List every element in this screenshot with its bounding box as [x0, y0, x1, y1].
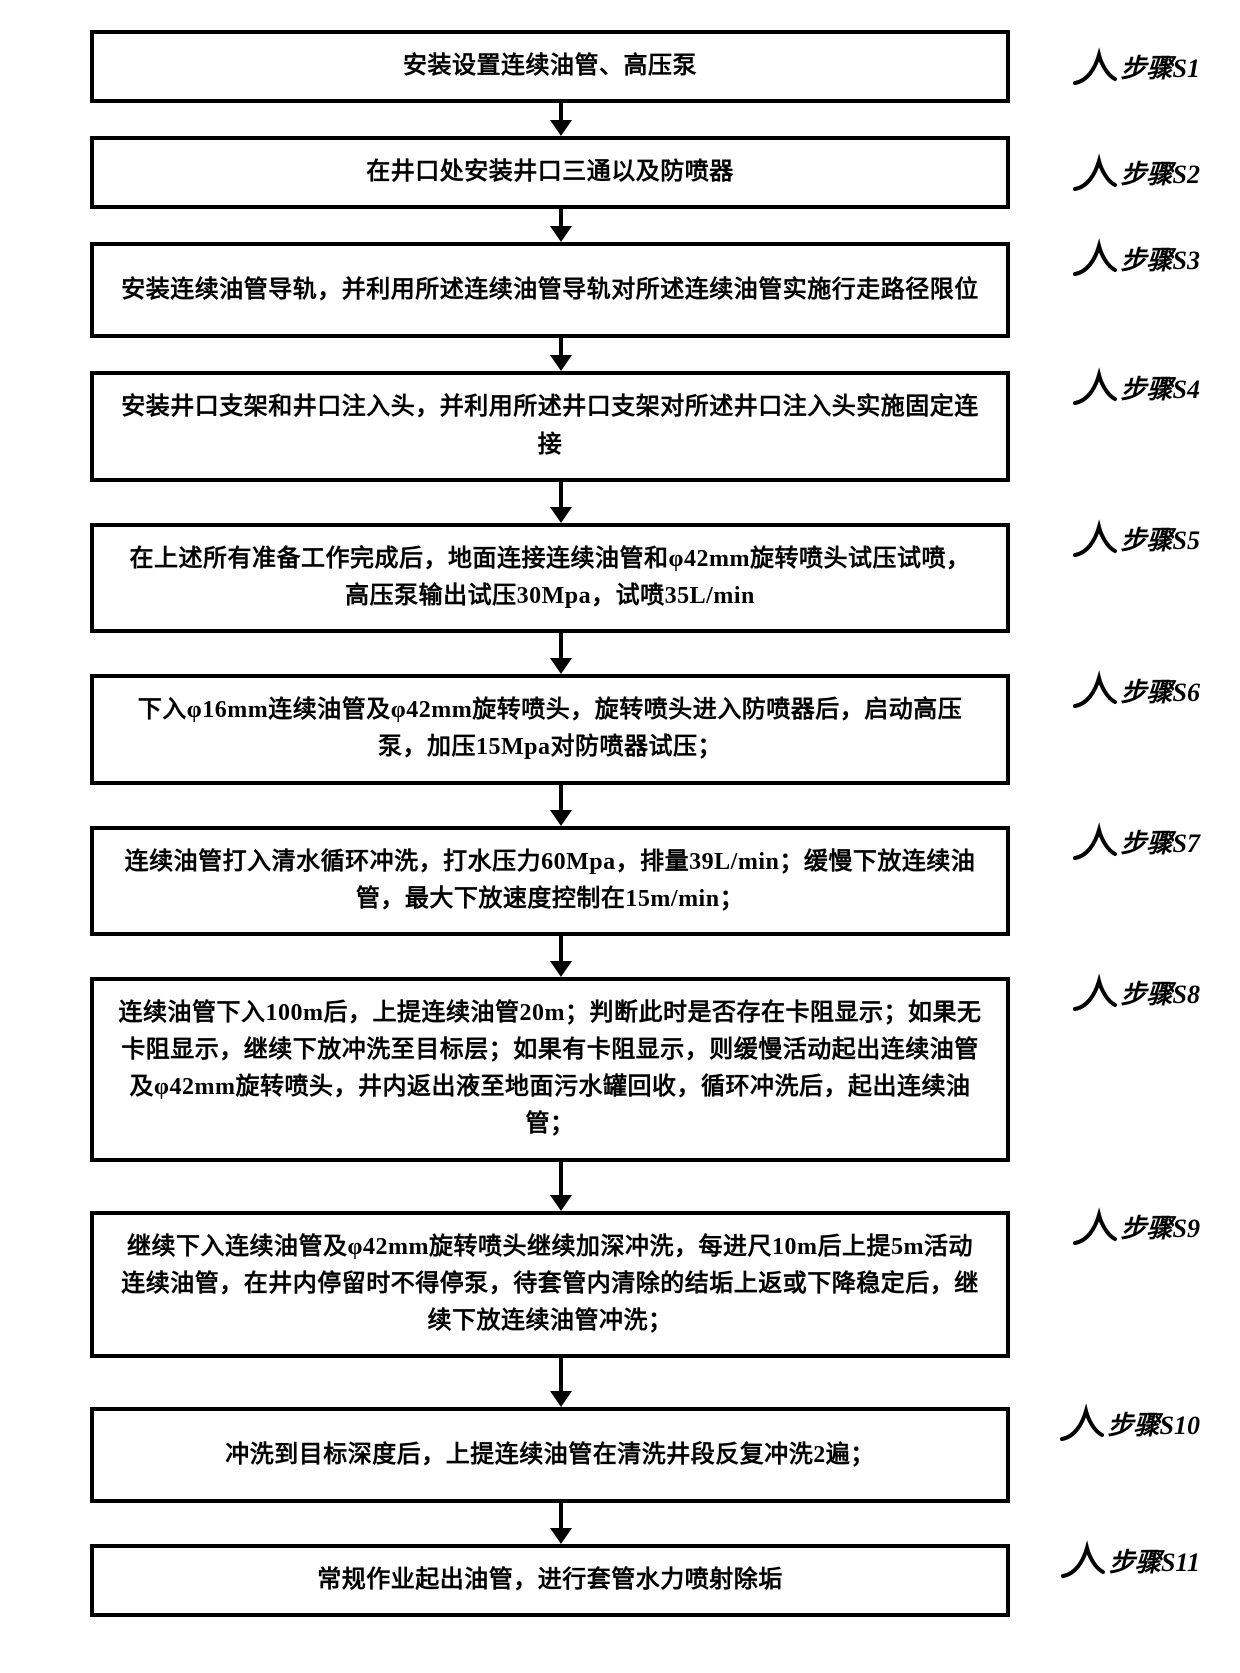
step-label-S9: 步骤S9 — [1121, 1208, 1200, 1245]
step-row-S2: 在井口处安装井口三通以及防喷器 步骤S2 — [20, 136, 1220, 209]
step-label-wrap-S10: 步骤S10 — [1060, 1403, 1200, 1443]
callout-curve-icon — [1073, 367, 1117, 407]
arrow-shaft — [559, 209, 563, 227]
step-label-S2: 步骤S2 — [1121, 154, 1200, 191]
step-box-S3: 安装连续油管导轨，并利用所述连续油管导轨对所述连续油管实施行走路径限位 — [90, 242, 1010, 338]
step-label-wrap-S9: 步骤S9 — [1073, 1207, 1200, 1247]
callout-curve-icon — [1073, 822, 1117, 862]
arrow-shaft — [559, 338, 563, 356]
step-label-S3: 步骤S3 — [1121, 240, 1200, 277]
arrow-S2-to-S3 — [550, 209, 572, 242]
arrow-S6-to-S7 — [550, 785, 572, 826]
arrow-shaft — [559, 103, 563, 121]
step-row-S9: 继续下入连续油管及φ42mm旋转喷头继续加深冲洗，每进尺10m后上提5m活动连续… — [20, 1211, 1220, 1359]
arrow-shaft — [559, 633, 563, 659]
callout-curve-icon — [1073, 973, 1117, 1013]
arrow-shaft — [559, 936, 563, 962]
step-label-wrap-S2: 步骤S2 — [1073, 153, 1200, 193]
step-label-S4: 步骤S4 — [1121, 369, 1200, 406]
arrow-S8-to-S9 — [550, 1162, 572, 1211]
step-row-S4: 安装井口支架和井口注入头，并利用所述井口支架对所述井口注入头实施固定连接 步骤S4 — [20, 371, 1220, 481]
step-box-S6: 下入φ16mm连续油管及φ42mm旋转喷头，旋转喷头进入防喷器后，启动高压泵，加… — [90, 674, 1010, 784]
step-label-S6: 步骤S6 — [1121, 672, 1200, 709]
step-box-S9: 继续下入连续油管及φ42mm旋转喷头继续加深冲洗，每进尺10m后上提5m活动连续… — [90, 1211, 1010, 1359]
arrow-shaft — [559, 785, 563, 811]
step-box-S10: 冲洗到目标深度后，上提连续油管在清洗井段反复冲洗2遍； — [90, 1407, 1010, 1503]
callout-curve-icon — [1073, 1207, 1117, 1247]
step-label-wrap-S8: 步骤S8 — [1073, 973, 1200, 1013]
arrow-S4-to-S5 — [550, 482, 572, 523]
step-box-S2: 在井口处安装井口三通以及防喷器 — [90, 136, 1010, 209]
step-row-S11: 常规作业起出油管，进行套管水力喷射除垢 步骤S11 — [20, 1544, 1220, 1617]
arrow-head-icon — [550, 658, 572, 674]
callout-curve-icon — [1073, 519, 1117, 559]
step-label-wrap-S5: 步骤S5 — [1073, 519, 1200, 559]
callout-curve-icon — [1073, 47, 1117, 87]
step-label-wrap-S11: 步骤S11 — [1061, 1540, 1200, 1580]
callout-curve-icon — [1061, 1540, 1105, 1580]
flowchart-container: 安装设置连续油管、高压泵 步骤S1 在井口处安装井口三通以及防喷器 步骤S2 安装连续油… — [20, 30, 1220, 1617]
arrow-head-icon — [550, 810, 572, 826]
arrow-head-icon — [550, 226, 572, 242]
step-label-S5: 步骤S5 — [1121, 520, 1200, 557]
step-label-S8: 步骤S8 — [1121, 974, 1200, 1011]
callout-curve-icon — [1073, 238, 1117, 278]
step-row-S1: 安装设置连续油管、高压泵 步骤S1 — [20, 30, 1220, 103]
step-box-S4: 安装井口支架和井口注入头，并利用所述井口支架对所述井口注入头实施固定连接 — [90, 371, 1010, 481]
step-label-S7: 步骤S7 — [1121, 823, 1200, 860]
arrow-head-icon — [550, 1391, 572, 1407]
arrow-S3-to-S4 — [550, 338, 572, 371]
callout-curve-icon — [1060, 1403, 1104, 1443]
step-row-S7: 连续油管打入清水循环冲洗，打水压力60Mpa，排量39L/min；缓慢下放连续油… — [20, 826, 1220, 936]
callout-curve-icon — [1073, 153, 1117, 193]
arrow-head-icon — [550, 1528, 572, 1544]
step-label-S11: 步骤S11 — [1109, 1542, 1200, 1579]
step-box-S8: 连续油管下入100m后，上提连续油管20m；判断此时是否存在卡阻显示；如果无卡阻… — [90, 977, 1010, 1162]
arrow-shaft — [559, 1503, 563, 1529]
step-row-S8: 连续油管下入100m后，上提连续油管20m；判断此时是否存在卡阻显示；如果无卡阻… — [20, 977, 1220, 1162]
step-label-wrap-S3: 步骤S3 — [1073, 238, 1200, 278]
step-row-S6: 下入φ16mm连续油管及φ42mm旋转喷头，旋转喷头进入防喷器后，启动高压泵，加… — [20, 674, 1220, 784]
arrow-S7-to-S8 — [550, 936, 572, 977]
arrow-shaft — [559, 482, 563, 508]
arrow-head-icon — [550, 120, 572, 136]
step-label-S1: 步骤S1 — [1121, 48, 1200, 85]
step-label-wrap-S6: 步骤S6 — [1073, 670, 1200, 710]
arrow-S1-to-S2 — [550, 103, 572, 136]
step-label-wrap-S1: 步骤S1 — [1073, 47, 1200, 87]
arrow-shaft — [559, 1162, 563, 1196]
step-box-S11: 常规作业起出油管，进行套管水力喷射除垢 — [90, 1544, 1010, 1617]
arrow-head-icon — [550, 507, 572, 523]
arrow-S5-to-S6 — [550, 633, 572, 674]
arrow-head-icon — [550, 355, 572, 371]
callout-curve-icon — [1073, 670, 1117, 710]
step-row-S5: 在上述所有准备工作完成后，地面连接连续油管和φ42mm旋转喷头试压试喷，高压泵输… — [20, 523, 1220, 633]
step-label-wrap-S4: 步骤S4 — [1073, 367, 1200, 407]
step-row-S10: 冲洗到目标深度后，上提连续油管在清洗井段反复冲洗2遍； 步骤S10 — [20, 1407, 1220, 1503]
arrow-shaft — [559, 1358, 563, 1392]
arrow-S10-to-S11 — [550, 1503, 572, 1544]
step-row-S3: 安装连续油管导轨，并利用所述连续油管导轨对所述连续油管实施行走路径限位 步骤S3 — [20, 242, 1220, 338]
step-label-wrap-S7: 步骤S7 — [1073, 822, 1200, 862]
step-label-S10: 步骤S10 — [1108, 1405, 1200, 1442]
arrow-head-icon — [550, 1195, 572, 1211]
step-box-S5: 在上述所有准备工作完成后，地面连接连续油管和φ42mm旋转喷头试压试喷，高压泵输… — [90, 523, 1010, 633]
arrow-head-icon — [550, 961, 572, 977]
step-box-S1: 安装设置连续油管、高压泵 — [90, 30, 1010, 103]
step-box-S7: 连续油管打入清水循环冲洗，打水压力60Mpa，排量39L/min；缓慢下放连续油… — [90, 826, 1010, 936]
arrow-S9-to-S10 — [550, 1358, 572, 1407]
